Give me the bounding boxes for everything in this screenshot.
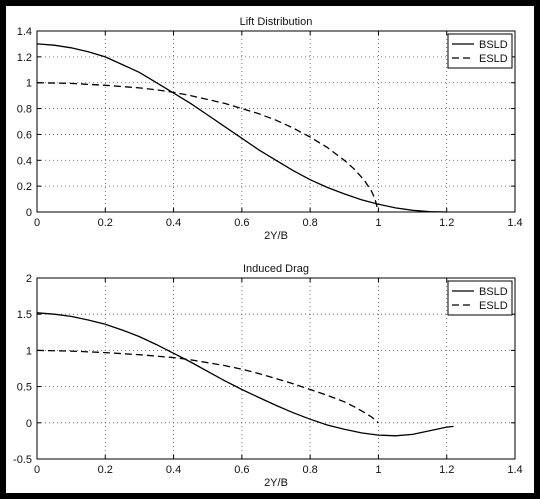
figure-svg: 0 0.2 0.4 0.6 0.8 1 1.2 1.4 0 0.2 0.4 0.6 0.8 1 1.2 1.4… [13, 16, 523, 489]
y-tick-label: 1.5 [17, 309, 32, 321]
series-line-esld [36, 82, 380, 213]
legend-label-bsld: BSLD [479, 39, 508, 51]
plot-area [36, 30, 516, 213]
series-line-esld [36, 349, 379, 424]
x-axis-label: 2Y/B [264, 477, 288, 489]
legend: BSLD ESLD [447, 33, 513, 69]
x-tick-label: 0.6 [234, 464, 249, 476]
y-tick-label: 0.8 [17, 104, 32, 116]
x-tick-label: 0.4 [166, 464, 181, 476]
y-tick-label: 1 [26, 345, 32, 357]
y-tick-label: 0.6 [17, 129, 32, 141]
series-line-bsld [36, 43, 447, 213]
chart-title: Induced Drag [243, 263, 309, 275]
y-tick-label: 0.4 [17, 155, 32, 167]
x-tick-label: 1.4 [507, 464, 522, 476]
legend-box [447, 280, 513, 316]
plot-area [36, 277, 516, 460]
x-tick-label: 1 [375, 217, 381, 229]
y-tick-label: 0.5 [17, 382, 32, 394]
x-tick-label: 1.2 [439, 464, 454, 476]
x-tick-label: 0 [34, 217, 40, 229]
legend-label-esld: ESLD [479, 300, 508, 312]
x-tick-label: 0.8 [302, 464, 317, 476]
x-tick-label: 0.2 [98, 217, 113, 229]
y-tick-label: 1.4 [17, 26, 32, 38]
x-tick-label: 0 [34, 464, 40, 476]
y-tick-label: 0 [26, 418, 32, 430]
y-tick-label: 2 [26, 273, 32, 285]
y-tick-label: 0.2 [17, 181, 32, 193]
chart-panel-2: 0 0.2 0.4 0.6 0.8 1 1.2 1.4-0.500.511.52Induced… [13, 263, 523, 489]
x-tick-label: 1.2 [439, 217, 454, 229]
y-tick-label: 1.2 [17, 52, 32, 64]
x-tick-label: 0.4 [166, 217, 181, 229]
legend-label-bsld: BSLD [479, 286, 508, 298]
legend-box [447, 33, 513, 69]
series-line-bsld [36, 312, 454, 437]
figure-frame: 0 0.2 0.4 0.6 0.8 1 1.2 1.4 0 0.2 0.4 0.6 0.8 1 1.2 1.4… [6, 6, 534, 493]
x-tick-label: 0.2 [98, 464, 113, 476]
chart-title: Lift Distribution [240, 16, 313, 28]
legend: BSLD ESLD [447, 280, 513, 316]
y-tick-label: 0 [26, 207, 32, 219]
x-axis-label: 2Y/B [264, 230, 288, 242]
x-tick-label: 1 [375, 464, 381, 476]
legend-label-esld: ESLD [479, 53, 508, 65]
x-tick-label: 0.8 [302, 217, 317, 229]
x-tick-label: 1.4 [507, 217, 522, 229]
x-tick-label: 0.6 [234, 217, 249, 229]
chart-panel-1: 0 0.2 0.4 0.6 0.8 1 1.2 1.4 0 0.2 0.4 0.6 0.8 1 1.2 1.4… [17, 16, 523, 242]
y-tick-label: -0.5 [13, 454, 32, 466]
y-tick-label: 1 [26, 78, 32, 90]
